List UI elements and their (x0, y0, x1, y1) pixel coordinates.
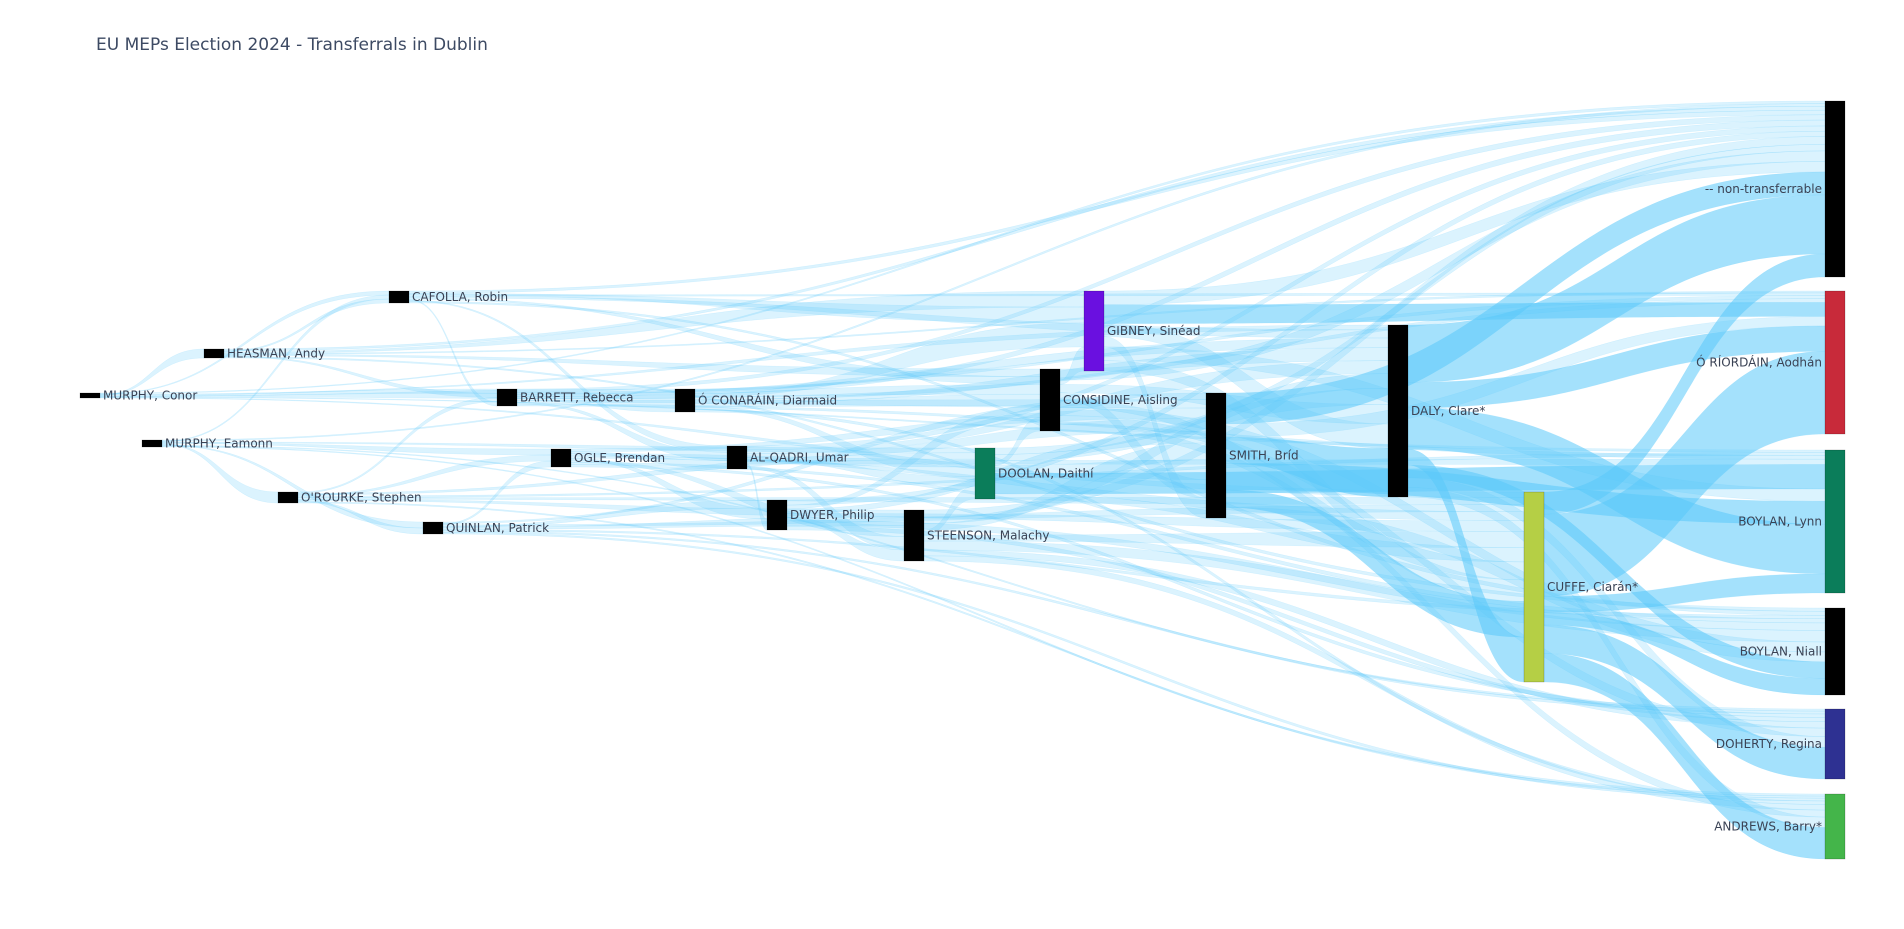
link-ogle-to-alqadri (570, 451, 728, 470)
node-murphy_eamonn[interactable] (141, 439, 163, 448)
node-orourke[interactable] (277, 491, 299, 504)
node-barrett[interactable] (496, 388, 518, 407)
node-heasman[interactable] (203, 348, 225, 359)
link-layer (99, 100, 1826, 860)
node-label-nontransferable: -- non-transferrable (1705, 182, 1822, 196)
node-label-oconarain: Ó CONARÁIN, Diarmaid (698, 393, 837, 408)
node-alqadri[interactable] (726, 445, 748, 470)
node-gibney[interactable] (1083, 290, 1105, 372)
link-murphy_eamonn-to-orourke (161, 443, 279, 504)
node-label-doolan: DOOLAN, Daithí (998, 467, 1094, 481)
link-murphy_eamonn-to-ogle (161, 442, 552, 456)
node-quinlan[interactable] (422, 521, 444, 535)
link-murphy_eamonn-to-cafolla (161, 294, 390, 443)
node-dwyer[interactable] (766, 499, 788, 531)
node-label-cafolla: CAFOLLA, Robin (412, 290, 508, 304)
node-label-barrett: BARRETT, Rebecca (520, 391, 634, 405)
node-daly[interactable] (1387, 324, 1409, 498)
node-label-alqadri: AL-QADRI, Umar (750, 451, 849, 465)
node-label-heasman: HEASMAN, Andy (227, 347, 325, 361)
node-label-dwyer: DWYER, Philip (790, 508, 874, 522)
node-andrews[interactable] (1824, 793, 1846, 860)
node-label-cuffe: CUFFE, Ciarán* (1547, 580, 1638, 594)
node-label-andrews: ANDREWS, Barry* (1714, 820, 1822, 834)
node-label-murphy_eamonn: MURPHY, Eamonn (165, 437, 273, 451)
node-layer: MURPHY, Conor MURPHY, Eamonn HEASMAN, Andy… (79, 100, 1846, 860)
link-ogle-to-steenson (570, 459, 905, 537)
node-doherty[interactable] (1824, 708, 1846, 780)
node-label-doherty: DOHERTY, Regina (1716, 737, 1822, 751)
node-label-considine: CONSIDINE, Aisling (1063, 393, 1178, 407)
node-label-ogle: OGLE, Brendan (574, 451, 665, 465)
node-label-quinlan: QUINLAN, Patrick (446, 521, 549, 535)
node-steenson[interactable] (903, 509, 925, 562)
node-boylan_lynn[interactable] (1824, 449, 1846, 594)
link-orourke-to-quinlan (297, 500, 424, 535)
node-label-daly: DALY, Clare* (1411, 404, 1485, 418)
link-quinlan-to-ogle (442, 460, 552, 526)
node-nontransferable[interactable] (1824, 100, 1846, 278)
node-label-gibney: GIBNEY, Sinéad (1107, 324, 1201, 338)
node-label-oriordain: Ó RÍORDÁIN, Aodhán (1696, 355, 1822, 370)
link-daly-to-cuffe (1407, 449, 1525, 683)
node-oconarain[interactable] (674, 388, 696, 413)
chart-title: EU MEPs Election 2024 - Transferrals in … (96, 35, 488, 55)
node-label-boylan_niall: BOYLAN, Niall (1740, 645, 1822, 659)
node-oriordain[interactable] (1824, 290, 1846, 435)
node-label-smith: SMITH, Bríd (1229, 449, 1299, 463)
node-label-steenson: STEENSON, Malachy (927, 529, 1049, 543)
node-boylan_niall[interactable] (1824, 607, 1846, 696)
node-label-orourke: O'ROURKE, Stephen (301, 491, 422, 505)
node-smith[interactable] (1205, 392, 1227, 519)
node-label-murphy_conor: MURPHY, Conor (103, 389, 197, 403)
node-ogle[interactable] (550, 448, 572, 468)
link-alqadri-to-dwyer (746, 463, 768, 531)
node-cafolla[interactable] (388, 290, 410, 304)
node-considine[interactable] (1039, 368, 1061, 432)
node-doolan[interactable] (974, 447, 996, 500)
node-murphy_conor[interactable] (79, 392, 101, 399)
link-barrett-to-oconarain (516, 398, 676, 413)
node-cuffe[interactable] (1523, 491, 1545, 683)
node-label-boylan_lynn: BOYLAN, Lynn (1738, 515, 1822, 529)
